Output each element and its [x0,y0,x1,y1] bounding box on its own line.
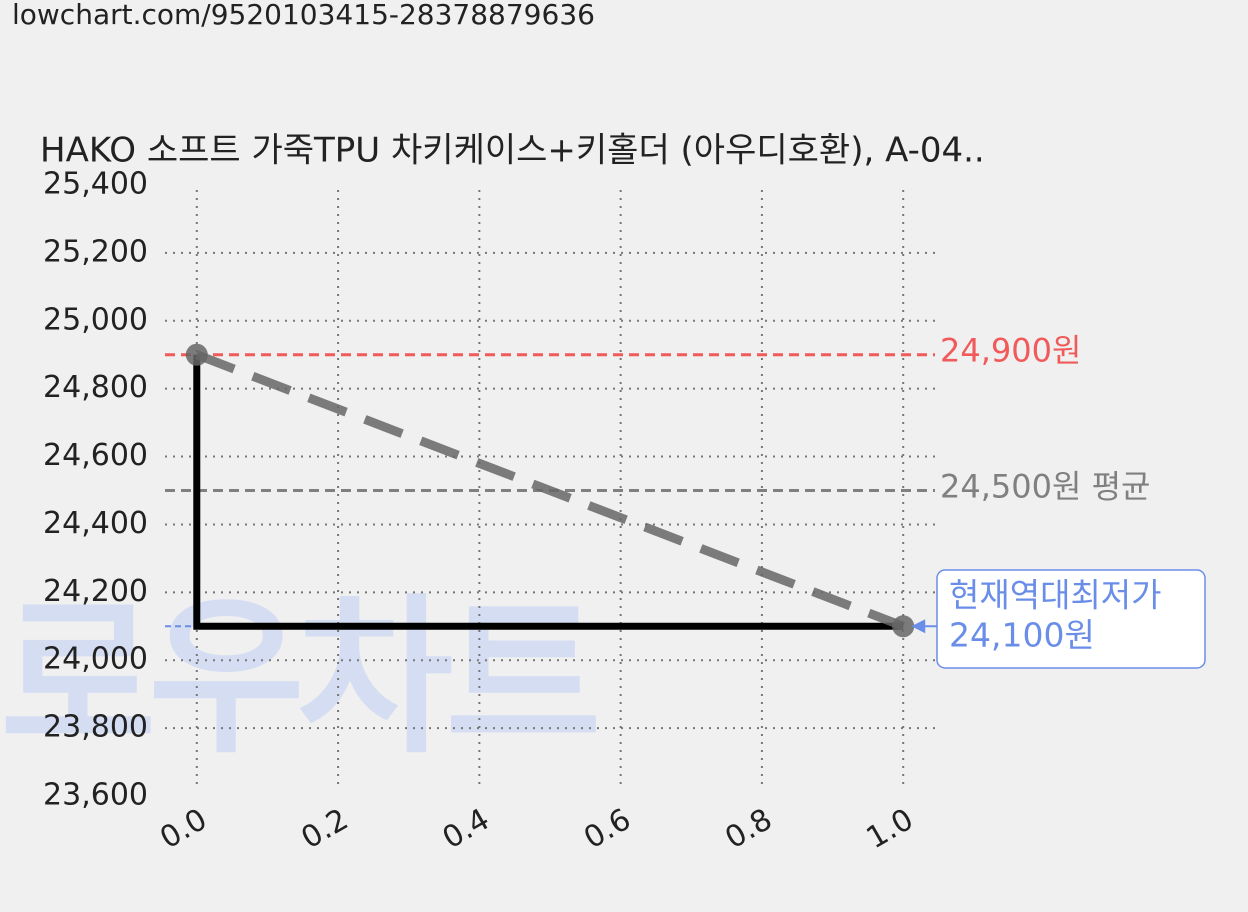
y-tick-label: 23,800 [43,710,148,745]
point [892,615,915,638]
price-line [195,350,905,631]
y-tick-label: 23,600 [43,778,148,813]
annotation-arrowhead [911,619,926,634]
y-tick-label: 24,200 [43,574,148,609]
chart-title: HAKO 소프트 가죽TPU 차키케이스+키홀더 (아우디호환), A-04.. [40,131,985,171]
price-line [193,354,904,630]
y-tick-label: 25,200 [43,234,148,269]
y-tick-label: 24,400 [43,506,148,541]
y-tick-label: 24,000 [43,642,148,677]
y-tick-label: 25,400 [43,167,148,202]
y-tick-label: 25,000 [43,302,148,337]
watermark: 로우차트 [0,579,596,777]
annotation-text: 24,100원 [949,616,1095,655]
reference-label: 24,500원 평균 [940,468,1150,506]
reference-label: 24,900원 [940,332,1081,370]
y-tick-label: 24,600 [43,438,148,473]
annotation-text: 현재역대최저가 [949,576,1162,615]
annotation-box [936,569,1206,669]
y-tick-label: 24,800 [43,370,148,405]
point [185,343,208,366]
url: lowchart.com/9520103415-28378879636 [12,0,595,31]
